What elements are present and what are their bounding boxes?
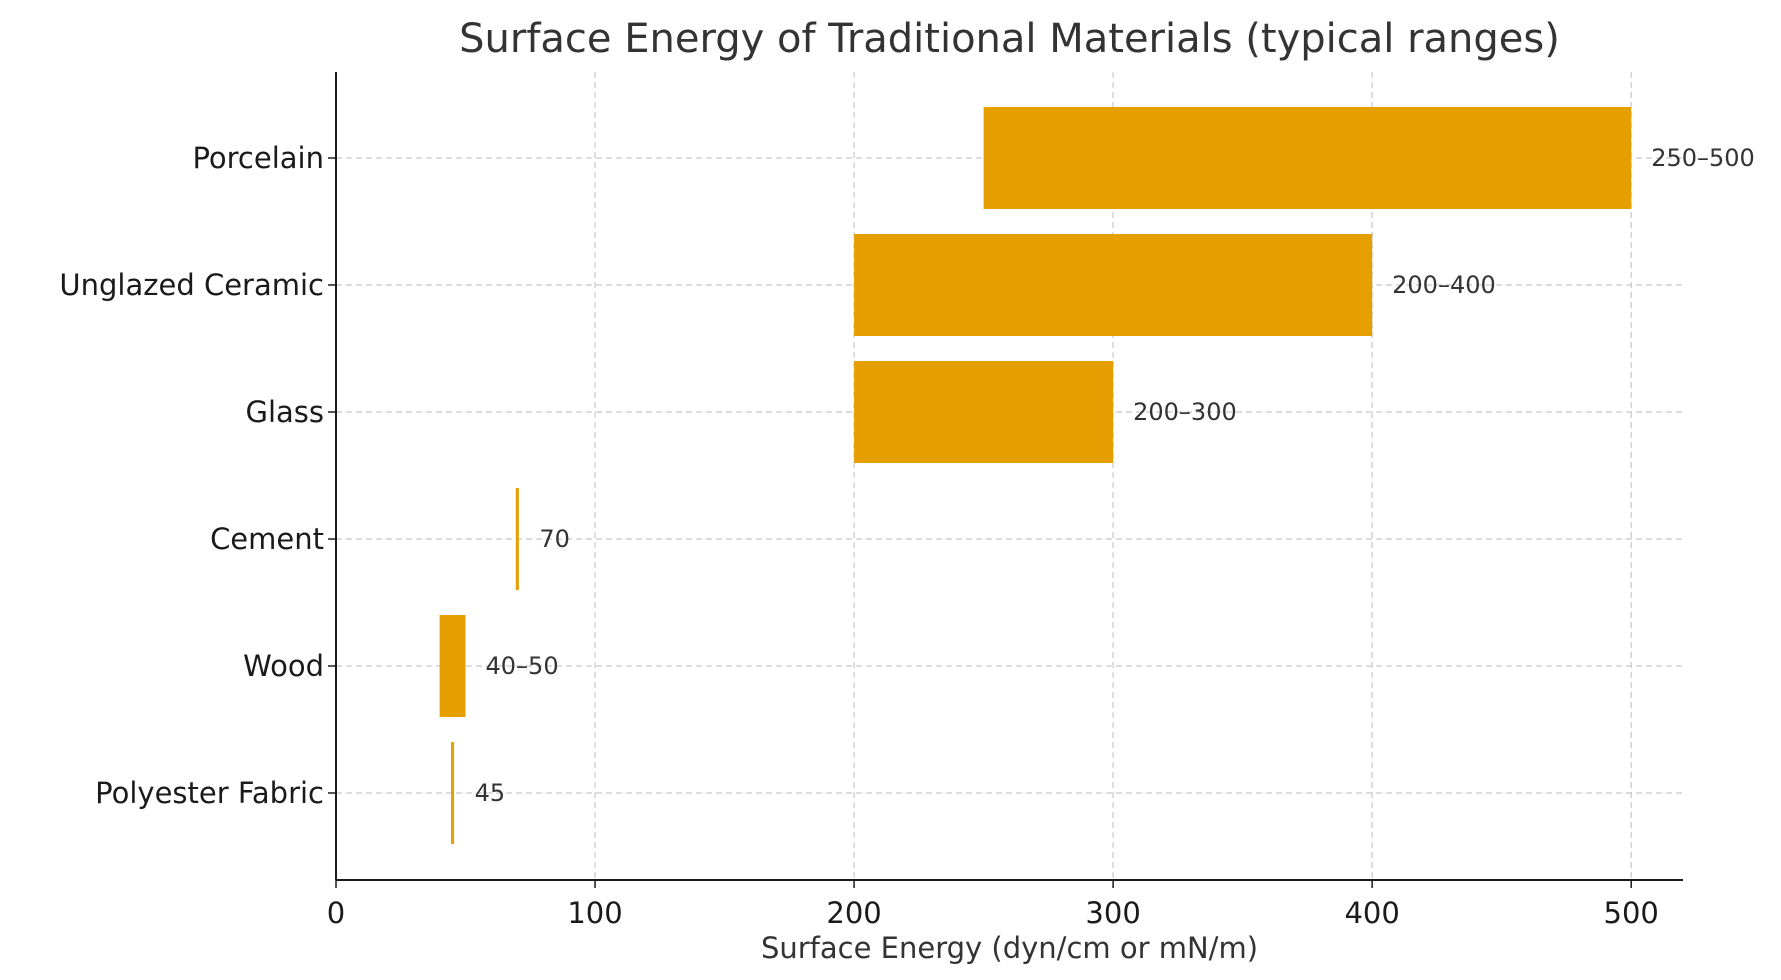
category-label-polyester-fabric: Polyester Fabric xyxy=(95,776,324,810)
category-label-unglazed-ceramic: Unglazed Ceramic xyxy=(59,268,324,302)
data-label-polyester-fabric: 45 xyxy=(475,779,506,807)
data-label-unglazed-ceramic: 200–400 xyxy=(1392,271,1496,299)
bar-cement xyxy=(515,488,519,590)
chart-title: Surface Energy of Traditional Materials … xyxy=(459,16,1560,62)
x-tick-label: 200 xyxy=(826,896,881,930)
x-axis-label: Surface Energy (dyn/cm or mN/m) xyxy=(761,931,1258,965)
bar-polyester-fabric xyxy=(451,742,455,844)
x-tick-label: 0 xyxy=(327,896,345,930)
x-tick-label: 500 xyxy=(1604,896,1659,930)
category-label-porcelain: Porcelain xyxy=(192,141,324,175)
axes: 0 100 200 300 400 500 Porcelain Unglazed Cerami… xyxy=(59,72,1683,930)
x-tick-label: 300 xyxy=(1085,896,1140,930)
bar-wood xyxy=(439,615,466,717)
x-tick-label: 400 xyxy=(1344,896,1399,930)
data-label-glass: 200–300 xyxy=(1133,398,1237,426)
category-label-glass: Glass xyxy=(245,395,324,429)
category-label-cement: Cement xyxy=(210,522,324,556)
data-label-wood: 40–50 xyxy=(486,652,559,680)
bar-glass xyxy=(854,361,1114,463)
bar-unglazed-ceramic xyxy=(854,234,1373,336)
data-labels: 250–500 200–400 200–300 70 40–50 45 xyxy=(475,144,1755,807)
data-label-porcelain: 250–500 xyxy=(1651,144,1755,172)
category-label-wood: Wood xyxy=(243,649,324,683)
bar-porcelain xyxy=(983,107,1632,209)
data-label-cement: 70 xyxy=(539,525,570,553)
bars xyxy=(439,107,1632,844)
x-tick-label: 100 xyxy=(567,896,622,930)
